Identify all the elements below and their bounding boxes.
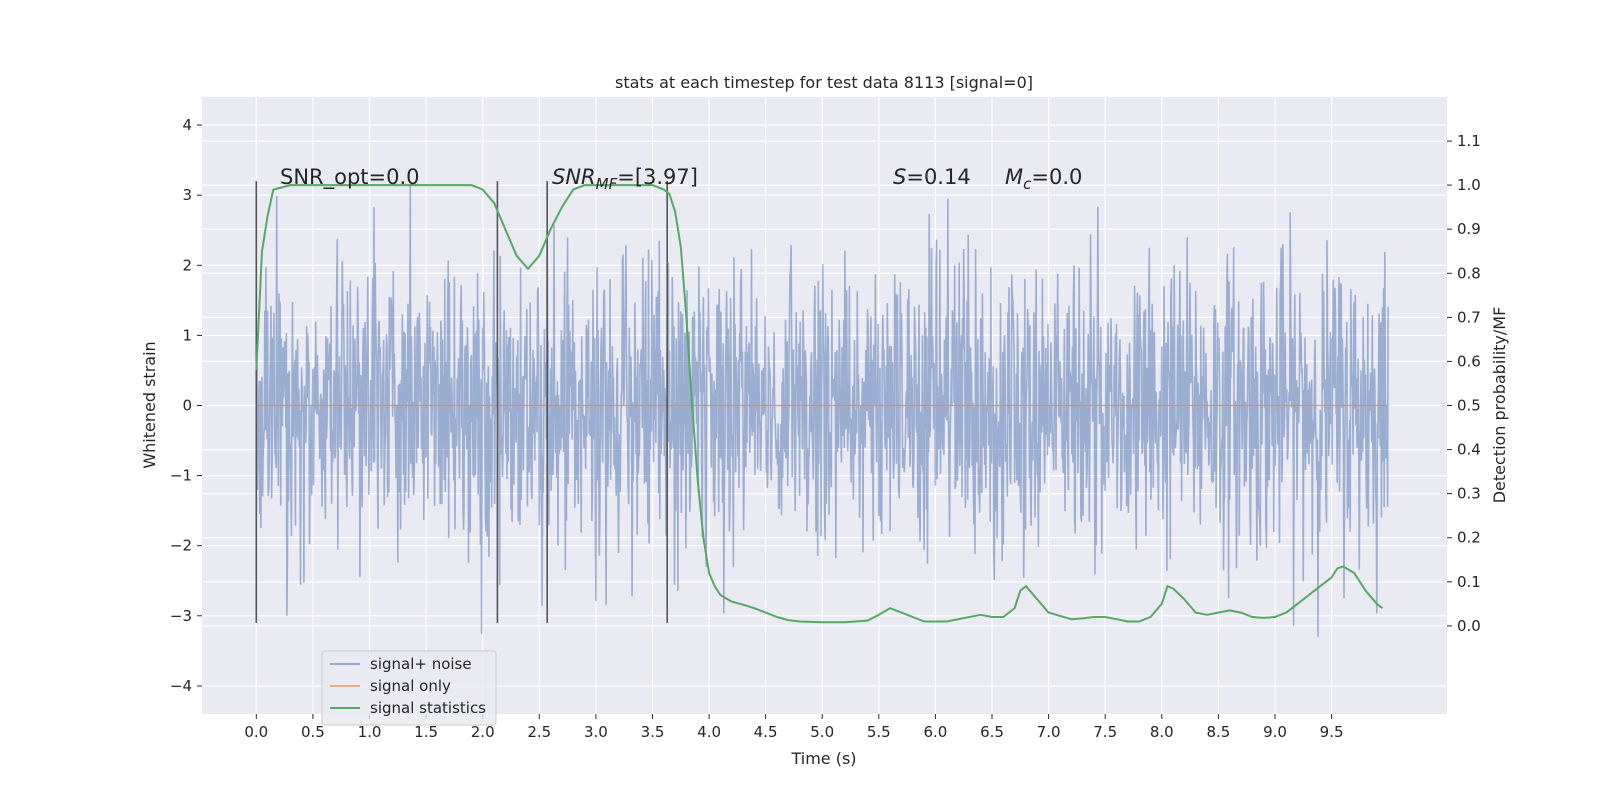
series-signal-statistics [255, 184, 1384, 624]
vertical-markers [255, 181, 669, 623]
y-left-tick-label: −3 [170, 607, 192, 625]
x-axis-ticks: 0.0 0.5 1.0 1.5 2.0 2.5 3.0 3.5 4.0 4.5 5.0 5.5 6.0 6… [244, 714, 1344, 741]
y-left-tick-label: −1 [170, 467, 192, 485]
y-left-tick-label: 2 [182, 256, 192, 274]
x-tick-label: 3.5 [641, 723, 665, 741]
annotation-snr-mf-subscript: MF [596, 175, 618, 193]
x-tick-label: 6.5 [980, 723, 1004, 741]
statistics-curve [255, 184, 1384, 624]
y-left-tick-label: 0 [182, 397, 192, 415]
x-tick-label: 1.0 [358, 723, 382, 741]
x-tick-label: 1.5 [414, 723, 438, 741]
y-left-axis-title: Whitened strain [140, 341, 159, 468]
chart-title: stats at each timestep for test data 811… [615, 73, 1033, 92]
y-right-tick-label: 0.4 [1457, 441, 1481, 459]
y-left-tick-label: 3 [182, 186, 192, 204]
x-tick-label: 3.0 [584, 723, 608, 741]
legend: signal+ noise signal only signal statist… [321, 650, 497, 726]
y-left-tick-label: −4 [170, 677, 192, 695]
annotation-snr-mf-value: =[3.97] [617, 165, 698, 189]
x-tick-label: 5.0 [810, 723, 834, 741]
x-tick-label: 4.5 [754, 723, 778, 741]
y-left-tick-label: 1 [182, 326, 192, 344]
annotations: SNR_opt=0.0 SNRMF=[3.97] S=0.14 Mc=0.0 [280, 165, 1082, 193]
legend-label-signal-noise: signal+ noise [370, 655, 472, 673]
x-tick-label: 9.5 [1320, 723, 1344, 741]
x-tick-label: 0.5 [301, 723, 325, 741]
annotation-s-symbol: S [893, 165, 906, 189]
series-signal-noise [255, 184, 1389, 637]
y-left-axis-ticks: −4 −3 −2 −1 0 1 2 3 4 [170, 116, 202, 695]
y-right-tick-label: 1.1 [1457, 132, 1481, 150]
annotation-snr-mf: SNRMF=[3.97] [552, 165, 698, 193]
y-left-tick-label: −2 [170, 537, 192, 555]
legend-box [321, 650, 497, 726]
y-right-axis-title: Detection probability/MF [1490, 307, 1509, 504]
x-tick-label: 0.0 [244, 723, 268, 741]
annotation-snr-mf-symbol: SNR [552, 165, 596, 189]
noise-trace-path [255, 184, 1389, 637]
annotation-snr-opt: SNR_opt=0.0 [280, 165, 420, 190]
x-tick-label: 8.5 [1206, 723, 1230, 741]
annotation-s-value: =0.14 [906, 165, 970, 189]
x-tick-label: 4.0 [697, 723, 721, 741]
x-tick-label: 8.0 [1150, 723, 1174, 741]
x-tick-label: 9.0 [1263, 723, 1287, 741]
y-right-tick-label: 0.0 [1457, 617, 1481, 635]
legend-label-signal-only: signal only [370, 677, 451, 695]
annotation-s-stat: S=0.14 [893, 165, 971, 189]
x-tick-label: 6.0 [923, 723, 947, 741]
y-left-tick-label: 4 [182, 116, 192, 134]
y-right-tick-label: 0.2 [1457, 529, 1481, 547]
x-tick-label: 2.5 [527, 723, 551, 741]
annotation-mc-value: =0.0 [1031, 165, 1082, 189]
x-tick-label: 7.0 [1037, 723, 1061, 741]
x-tick-label: 2.0 [471, 723, 495, 741]
annotation-mc-symbol: M [1005, 165, 1023, 189]
y-right-tick-label: 0.6 [1457, 352, 1481, 370]
y-right-tick-label: 1.0 [1457, 176, 1481, 194]
x-tick-label: 5.5 [867, 723, 891, 741]
y-right-tick-label: 0.7 [1457, 308, 1481, 326]
y-right-tick-label: 0.5 [1457, 397, 1481, 415]
y-right-tick-label: 0.8 [1457, 264, 1481, 282]
annotation-mc-subscript: c [1023, 175, 1032, 193]
legend-label-signal-statistics: signal statistics [370, 699, 486, 717]
y-right-tick-label: 0.3 [1457, 485, 1481, 503]
y-right-axis-ticks: 0.0 0.1 0.2 0.3 0.4 0.5 0.6 0.7 0.8 0.9 1.0 1.1 [1447, 132, 1481, 635]
y-right-tick-label: 0.9 [1457, 220, 1481, 238]
annotation-mc: Mc=0.0 [1005, 165, 1082, 193]
y-right-tick-label: 0.1 [1457, 573, 1481, 591]
x-axis-title: Time (s) [790, 749, 856, 768]
x-tick-label: 7.5 [1093, 723, 1117, 741]
